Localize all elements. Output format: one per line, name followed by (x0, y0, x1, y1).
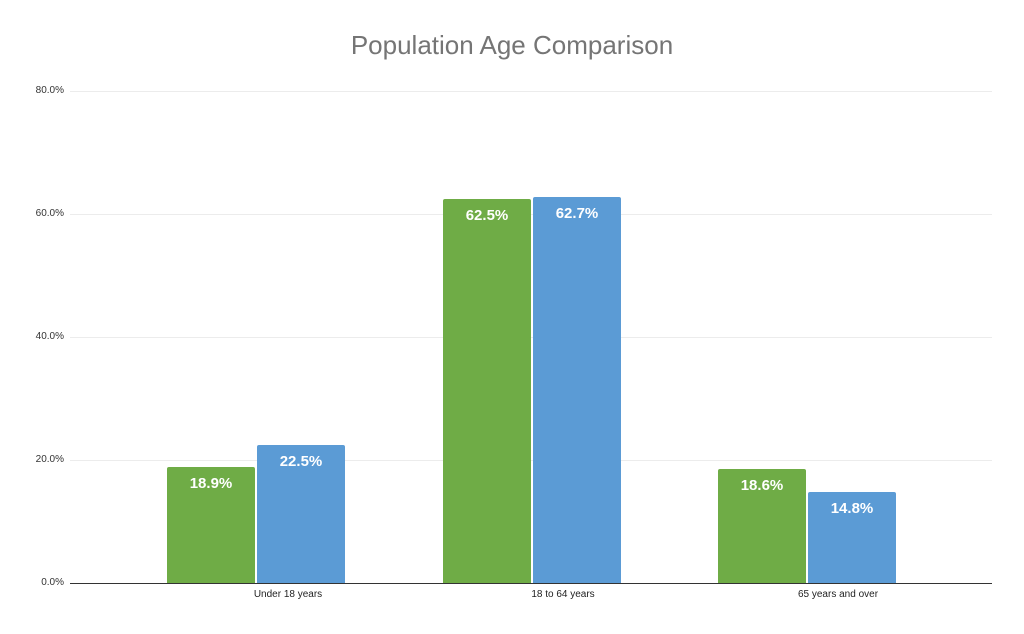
gridline-80 (70, 91, 992, 92)
bar-value-label: 22.5% (279, 453, 323, 470)
bar-value-label: 62.7% (555, 205, 599, 222)
bar-value-label: 18.6% (740, 477, 784, 494)
chart-title: Population Age Comparison (350, 30, 674, 60)
gridline-40 (70, 337, 992, 338)
bar-value-label: 14.8% (830, 500, 874, 517)
y-tick-label: 40.0% (35, 331, 64, 342)
bar-1-1: 18.9% (167, 467, 255, 583)
bar-2-1: 22.5% (257, 445, 345, 583)
gridline-60 (70, 214, 992, 215)
y-tick-label: 0.0% (41, 577, 64, 588)
x-category-label: 18 to 64 years (531, 589, 595, 600)
x-category-label: Under 18 years (253, 589, 323, 600)
bar-value-label: 18.9% (189, 475, 233, 492)
bar-value-label: 62.5% (465, 207, 509, 224)
gridline-20 (70, 460, 992, 461)
y-tick-label: 20.0% (35, 454, 64, 465)
bar-2-3: 14.8% (808, 492, 896, 583)
x-category-label: 65 years and over (797, 589, 879, 600)
x-axis-line (70, 583, 992, 584)
plot-area: 80.0% 60.0% 40.0% 20.0% 0.0% 18.9% 22.5% 6… (36, 85, 992, 600)
bar-1-2: 62.5% (443, 199, 531, 583)
y-tick-label: 80.0% (35, 85, 64, 96)
bar-2-2: 62.7% (533, 197, 621, 583)
y-tick-label: 60.0% (35, 208, 64, 219)
bar-1-3: 18.6% (718, 469, 806, 583)
